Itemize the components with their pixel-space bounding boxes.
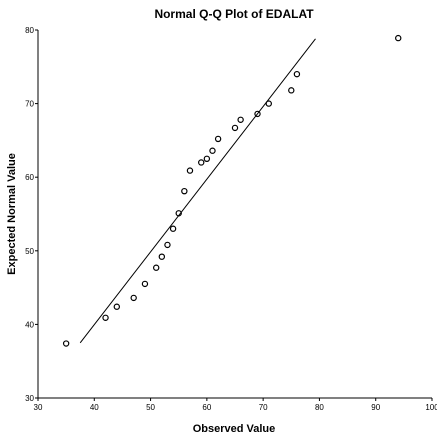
y-tick-layer: 30 40 50 60 70 80 (25, 26, 38, 403)
y-tick-label: 30 (25, 394, 34, 403)
data-point (203, 155, 211, 162)
x-axis-label: Observed Value (193, 423, 276, 435)
data-point (265, 100, 272, 107)
data-point (169, 225, 177, 232)
x-tick-label: 100 (425, 403, 437, 412)
x-tick-label: 30 (34, 403, 43, 412)
data-point (293, 70, 301, 78)
data-point (237, 116, 244, 123)
data-point (254, 110, 261, 118)
x-tick-layer: 30 40 50 60 70 80 90 100 (34, 398, 437, 412)
data-point (175, 210, 182, 217)
data-point (62, 340, 70, 347)
y-tick-label: 40 (25, 320, 34, 329)
data-point (181, 187, 188, 195)
data-point (209, 147, 216, 154)
x-tick-label: 90 (371, 403, 380, 412)
data-point (113, 303, 121, 310)
data-point (130, 294, 137, 302)
data-point (186, 167, 194, 174)
y-tick-label: 70 (25, 100, 34, 109)
data-point (214, 135, 222, 143)
reference-line-layer (79, 38, 316, 344)
data-point (158, 253, 166, 260)
data-point (288, 87, 295, 94)
x-tick-label: 80 (315, 403, 324, 412)
x-tick-label: 40 (90, 403, 99, 412)
y-tick-label: 80 (25, 26, 34, 35)
reference-line (79, 38, 316, 344)
y-axis-label: Expected Normal Value (6, 153, 18, 275)
data-point (152, 264, 160, 271)
y-tick-label: 50 (25, 247, 34, 256)
plot-area (37, 30, 432, 399)
data-point (141, 280, 149, 288)
points-layer (62, 34, 402, 347)
data-point (164, 241, 171, 249)
data-point (102, 314, 109, 321)
x-tick-label: 60 (202, 403, 211, 412)
x-tick-label: 70 (259, 403, 268, 412)
data-point (198, 159, 205, 166)
chart-title: Normal Q-Q Plot of EDALAT (154, 7, 314, 21)
data-point (395, 34, 402, 42)
x-tick-label: 50 (146, 403, 155, 412)
y-tick-label: 60 (25, 173, 34, 182)
data-point (231, 124, 239, 132)
